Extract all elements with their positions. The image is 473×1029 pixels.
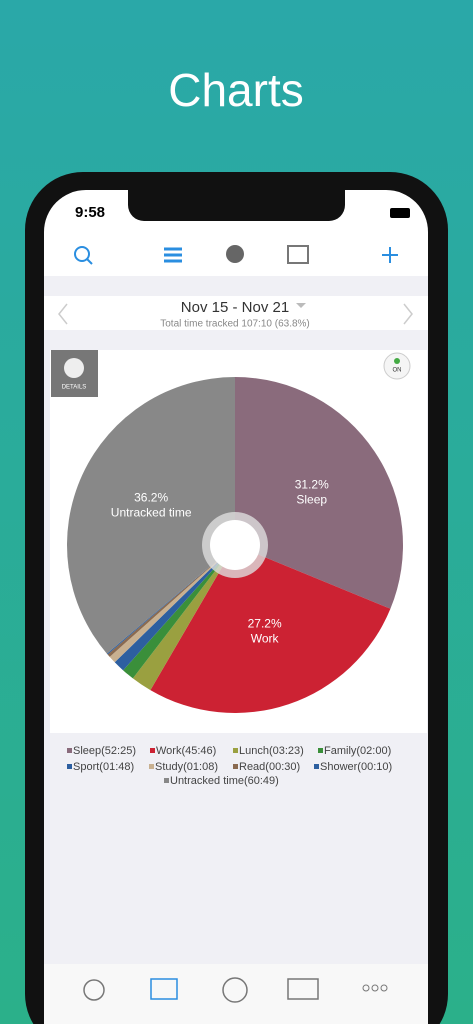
period-total: Total time tracked 107:10 (63.8%) xyxy=(160,319,310,330)
toggle-button[interactable] xyxy=(383,352,411,380)
legend-swatch xyxy=(149,764,154,769)
tab-more[interactable] xyxy=(362,984,388,992)
legend-label: Sport(01:48) xyxy=(73,761,134,773)
pie-slice xyxy=(150,545,391,713)
headline: Charts xyxy=(168,64,303,116)
details-label: DETAILS xyxy=(62,385,87,391)
legend-swatch xyxy=(233,764,238,769)
legend-swatch xyxy=(318,748,323,753)
pie-slice xyxy=(107,545,235,657)
pie-slice xyxy=(132,545,235,691)
battery xyxy=(390,208,410,218)
add-button[interactable] xyxy=(382,247,398,263)
slice-value: 27.2% xyxy=(248,617,282,631)
notch xyxy=(128,190,345,221)
hole xyxy=(210,520,260,570)
legend-swatch xyxy=(164,778,169,783)
slice-label: Sleep xyxy=(296,493,327,507)
dropdown-arrow xyxy=(296,303,306,308)
legend-swatch xyxy=(233,748,238,753)
pie-slice xyxy=(106,545,235,655)
legend-label: Study(01:08) xyxy=(155,761,218,773)
period-range[interactable]: Nov 15 - Nov 21 xyxy=(181,299,289,316)
pie-slice xyxy=(123,545,235,679)
slice-value: 36.2% xyxy=(134,490,168,504)
legend-label: Sleep(52:25) xyxy=(73,745,136,757)
legend-label: Read(00:30) xyxy=(239,761,300,773)
pie-slice xyxy=(235,377,404,609)
chart-button[interactable] xyxy=(226,245,244,263)
tab-timer[interactable] xyxy=(83,979,105,1001)
calendar-button[interactable] xyxy=(287,245,309,264)
period-bar xyxy=(44,296,428,330)
legend-label: Work(45:46) xyxy=(156,745,216,757)
search-button[interactable] xyxy=(74,246,90,262)
slice-label: Work xyxy=(251,632,280,646)
next-button[interactable] xyxy=(403,303,413,325)
legend-swatch xyxy=(67,748,72,753)
legend-label: Untracked time(60:49) xyxy=(170,775,279,787)
legend-label: Family(02:00) xyxy=(324,745,391,757)
toggle-light xyxy=(394,358,400,364)
pie-slice xyxy=(109,545,235,663)
legend: Sleep(52:25) Work(45:46) Lunch(03:23) Famil… xyxy=(67,745,392,787)
list-button[interactable] xyxy=(164,247,182,263)
legend-label: Shower(00:10) xyxy=(320,761,392,773)
tab-bar xyxy=(44,964,428,1024)
prev-button[interactable] xyxy=(58,303,68,325)
slice-value: 31.2% xyxy=(295,478,329,492)
details-icon xyxy=(64,358,84,378)
legend-swatch xyxy=(67,764,72,769)
legend-swatch xyxy=(314,764,319,769)
tab-book[interactable] xyxy=(150,978,178,1000)
pie-slice xyxy=(67,377,235,654)
slice-label: Untracked time xyxy=(111,505,192,519)
pie: 31.2%Sleep 27.2%Work 36.2%Untracked time xyxy=(67,377,404,713)
search-handle xyxy=(86,258,93,265)
tab-list[interactable] xyxy=(287,978,319,1000)
legend-swatch xyxy=(150,748,155,753)
toggle-label: ON xyxy=(393,368,402,374)
status-time: 9:58 xyxy=(75,204,105,221)
pie-slice xyxy=(114,545,235,671)
tab-goals[interactable] xyxy=(222,977,248,1003)
legend-label: Lunch(03:23) xyxy=(239,745,304,757)
